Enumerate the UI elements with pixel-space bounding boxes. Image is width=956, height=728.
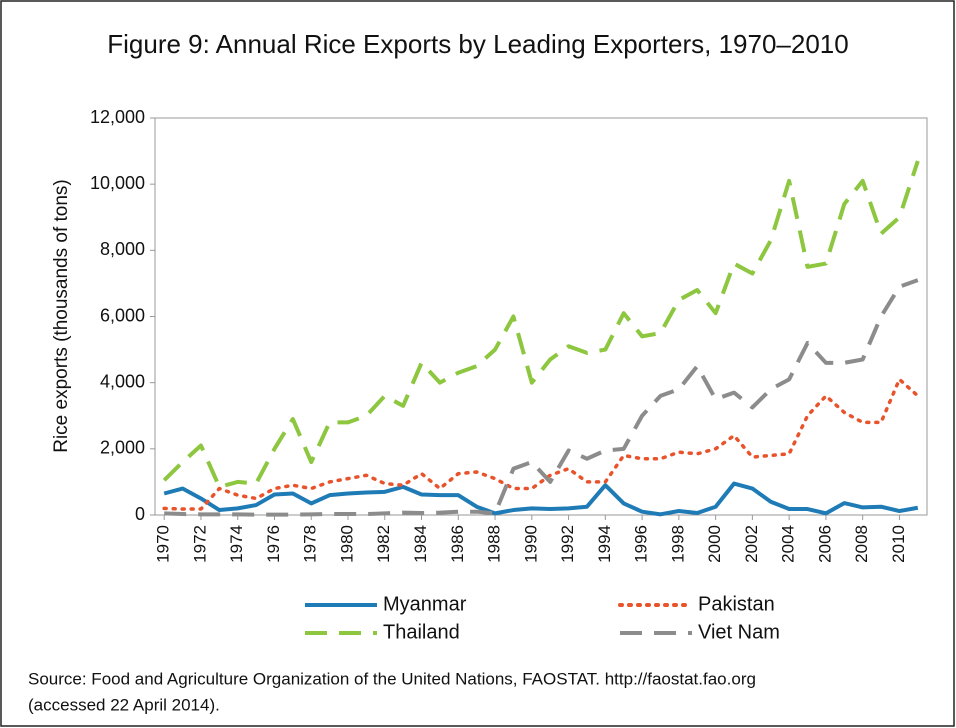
x-tick-label: 2010 <box>889 525 908 563</box>
legend-label: Pakistan <box>698 593 775 615</box>
x-tick-label: 1974 <box>227 525 246 563</box>
legend-label: Thailand <box>383 621 460 643</box>
y-axis-label: Rice exports (thousands of tons) <box>51 179 72 453</box>
x-tick-label: 2000 <box>705 525 724 563</box>
series-line <box>162 160 920 489</box>
x-tick-label: 1988 <box>485 525 504 563</box>
x-tick-label: 1982 <box>374 525 393 563</box>
series-line <box>164 278 919 517</box>
chart-title: Figure 9: Annual Rice Exports by Leading… <box>107 29 848 59</box>
x-tick-label: 1976 <box>264 525 283 563</box>
x-tick-label: 1978 <box>301 525 320 563</box>
source-note: Source: Food and Agriculture Organizatio… <box>28 669 756 688</box>
y-tick-label: 0 <box>135 504 145 524</box>
x-tick-label: 2002 <box>742 525 761 563</box>
x-tick-label: 1986 <box>448 525 467 563</box>
source-note: (accessed 22 April 2014). <box>28 695 220 714</box>
x-tick-label: 1980 <box>337 525 356 563</box>
x-tick-label: 1990 <box>521 525 540 563</box>
x-tick-label: 2004 <box>779 525 798 563</box>
x-tick-label: 2006 <box>815 525 834 563</box>
x-tick-label: 1998 <box>668 525 687 563</box>
legend-label: Myanmar <box>383 593 467 615</box>
plot-frame <box>154 117 928 516</box>
x-tick-label: 1972 <box>190 525 209 563</box>
x-tick-label: 1996 <box>632 525 651 563</box>
series-line <box>162 377 920 511</box>
y-tick-label: 2,000 <box>100 438 145 458</box>
x-tick-label: 2008 <box>852 525 871 563</box>
y-tick-label: 12,000 <box>90 107 145 127</box>
y-tick-label: 4,000 <box>100 371 145 391</box>
x-tick-label: 1984 <box>411 525 430 563</box>
legend-label: Viet Nam <box>698 621 780 643</box>
y-tick-label: 6,000 <box>100 305 145 325</box>
series-line <box>163 481 919 517</box>
x-tick-label: 1994 <box>595 525 614 563</box>
y-tick-label: 8,000 <box>100 239 145 259</box>
x-tick-label: 1970 <box>154 525 173 563</box>
x-tick-label: 1992 <box>558 525 577 563</box>
y-tick-label: 10,000 <box>90 173 145 193</box>
